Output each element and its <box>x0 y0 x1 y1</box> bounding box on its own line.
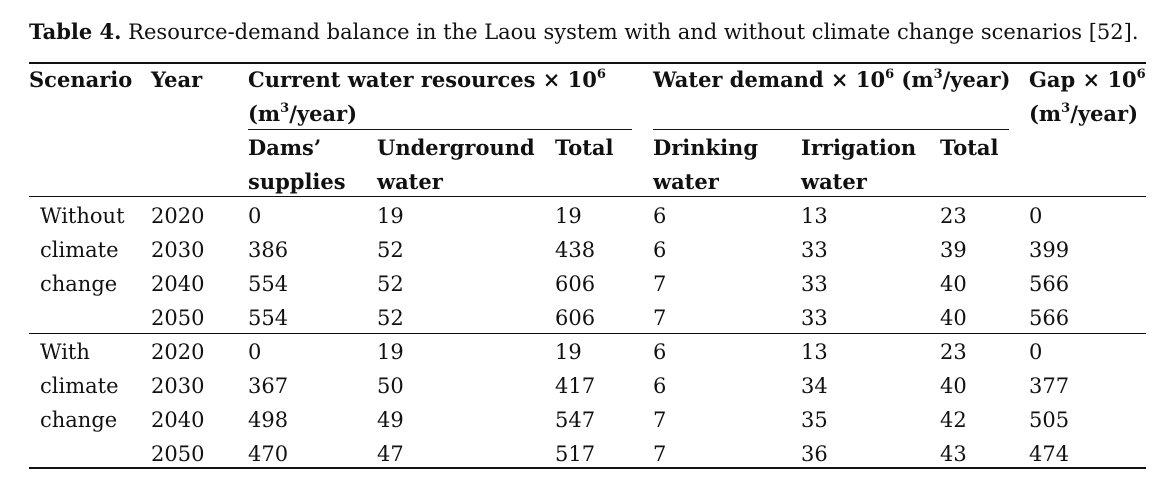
header-scenario: Scenario <box>29 67 133 92</box>
cell-dams: 386 <box>248 238 289 262</box>
cell-total-demand: 23 <box>940 340 967 364</box>
cell-total-resources: 547 <box>555 408 596 432</box>
header-rule <box>29 196 1146 197</box>
cell-gap: 399 <box>1029 238 1070 262</box>
cell-drinking: 6 <box>653 374 667 398</box>
header-year: Year <box>151 67 203 92</box>
cell-year: 2020 <box>151 204 205 228</box>
cell-total-resources: 438 <box>555 238 596 262</box>
caption-text: Resource-demand balance in the Laou syst… <box>128 20 1139 44</box>
cell-irrigation: 33 <box>801 306 828 330</box>
cell-total-demand: 23 <box>940 204 967 228</box>
cell-underground: 52 <box>377 306 404 330</box>
cell-year: 2020 <box>151 340 205 364</box>
cell-irrigation: 33 <box>801 272 828 296</box>
demand-subheader-rule <box>653 129 1009 130</box>
cell-underground: 52 <box>377 238 404 262</box>
header-dams-line1: Dams’ <box>248 135 322 160</box>
header-underground-line2: water <box>377 169 443 194</box>
cell-drinking: 7 <box>653 408 667 432</box>
caption-label: Table 4. <box>29 19 122 44</box>
cell-gap: 0 <box>1029 204 1043 228</box>
cell-dams: 0 <box>248 340 262 364</box>
cell-total-demand: 40 <box>940 306 967 330</box>
cell-irrigation: 13 <box>801 340 828 364</box>
cell-irrigation: 36 <box>801 442 828 466</box>
cell-dams: 554 <box>248 272 289 296</box>
cell-irrigation: 13 <box>801 204 828 228</box>
cell-underground: 19 <box>377 204 404 228</box>
cell-total-demand: 42 <box>940 408 967 432</box>
cell-year: 2030 <box>151 238 205 262</box>
cell-total-resources: 19 <box>555 204 582 228</box>
scenario-label-line: change <box>40 408 118 432</box>
scenario-label-line: climate <box>40 374 119 398</box>
cell-drinking: 7 <box>653 272 667 296</box>
resources-subheader-rule <box>248 129 632 130</box>
cell-gap: 566 <box>1029 306 1070 330</box>
cell-year: 2050 <box>151 442 205 466</box>
scenario-label-line: With <box>40 340 90 364</box>
cell-drinking: 7 <box>653 306 667 330</box>
cell-dams: 367 <box>248 374 289 398</box>
header-dams-line2: supplies <box>248 169 346 194</box>
bottom-rule <box>29 467 1146 469</box>
scenario-label-line: change <box>40 272 118 296</box>
cell-total-demand: 40 <box>940 374 967 398</box>
cell-total-resources: 517 <box>555 442 596 466</box>
cell-total-resources: 19 <box>555 340 582 364</box>
cell-drinking: 6 <box>653 238 667 262</box>
cell-drinking: 7 <box>653 442 667 466</box>
cell-underground: 49 <box>377 408 404 432</box>
header-underground-line1: Underground <box>377 135 535 160</box>
cell-gap: 566 <box>1029 272 1070 296</box>
header-water-demand: Water demand × 106 (m3/year) <box>653 67 1011 92</box>
header-current-resources: Current water resources × 106 <box>248 67 606 92</box>
header-irrigation-line2: water <box>801 169 867 194</box>
cell-gap: 377 <box>1029 374 1070 398</box>
cell-total-resources: 606 <box>555 306 596 330</box>
cell-underground: 52 <box>377 272 404 296</box>
header-gap: Gap × 106 <box>1029 67 1146 92</box>
table-caption: Table 4. Resource-demand balance in the … <box>29 18 1139 46</box>
scenario-label-line: climate <box>40 238 119 262</box>
cell-gap: 474 <box>1029 442 1070 466</box>
cell-gap: 0 <box>1029 340 1043 364</box>
cell-year: 2050 <box>151 306 205 330</box>
cell-dams: 554 <box>248 306 289 330</box>
cell-dams: 0 <box>248 204 262 228</box>
cell-total-demand: 39 <box>940 238 967 262</box>
cell-year: 2040 <box>151 408 205 432</box>
cell-dams: 470 <box>248 442 289 466</box>
header-drinking-line1: Drinking <box>653 135 758 160</box>
cell-year: 2040 <box>151 272 205 296</box>
cell-irrigation: 33 <box>801 238 828 262</box>
cell-year: 2030 <box>151 374 205 398</box>
header-drinking-line2: water <box>653 169 719 194</box>
header-irrigation-line1: Irrigation <box>801 135 917 160</box>
top-rule <box>29 62 1146 64</box>
group-rule <box>29 333 1146 334</box>
cell-underground: 19 <box>377 340 404 364</box>
cell-total-demand: 43 <box>940 442 967 466</box>
cell-total-demand: 40 <box>940 272 967 296</box>
cell-dams: 498 <box>248 408 289 432</box>
cell-total-resources: 417 <box>555 374 596 398</box>
header-gap-unit: (m3/year) <box>1029 101 1139 126</box>
cell-total-resources: 606 <box>555 272 596 296</box>
header-current-resources-unit: (m3/year) <box>248 101 358 126</box>
cell-gap: 505 <box>1029 408 1070 432</box>
cell-underground: 50 <box>377 374 404 398</box>
cell-irrigation: 35 <box>801 408 828 432</box>
cell-underground: 47 <box>377 442 404 466</box>
cell-irrigation: 34 <box>801 374 828 398</box>
scenario-label-line: Without <box>40 204 125 228</box>
header-total-resources: Total <box>555 135 614 160</box>
cell-drinking: 6 <box>653 204 667 228</box>
header-total-demand: Total <box>940 135 999 160</box>
cell-drinking: 6 <box>653 340 667 364</box>
